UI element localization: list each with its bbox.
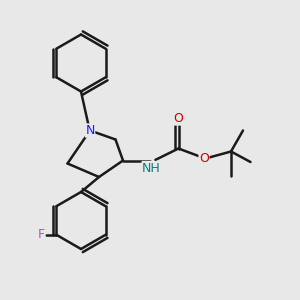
Text: O: O	[199, 152, 209, 166]
Text: N: N	[85, 124, 95, 137]
Text: NH: NH	[142, 161, 161, 175]
Text: F: F	[38, 228, 45, 241]
Text: O: O	[174, 112, 183, 125]
